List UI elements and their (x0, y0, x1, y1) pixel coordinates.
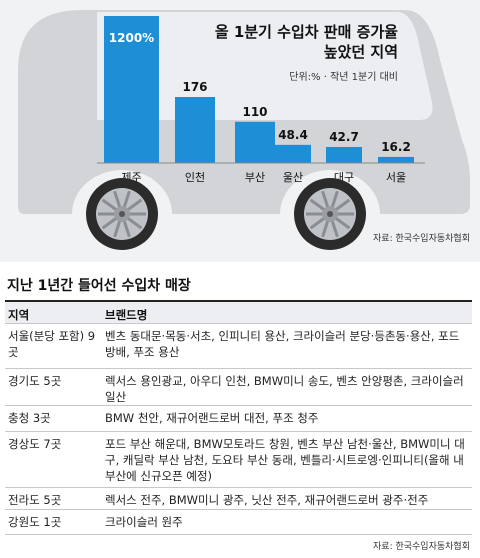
value-label: 16.2 (381, 140, 411, 154)
brands-cell: 포드 부산 해운대, BMW모토라드 창원, 벤츠 부산 남천·울산, BMW미… (105, 437, 465, 483)
header-brands: 브랜드명 (105, 308, 148, 322)
chart-title-line2: 높았던 지역 (323, 43, 398, 61)
brands-cell: 렉서스 전주, BMW미니 광주, 닛산 전주, 재규어랜드로버 광주·전주 (105, 493, 429, 507)
region-cell: 서울(분당 포함) 9곳 (8, 329, 96, 359)
category-label: 서울 (386, 171, 406, 184)
brands-cell: 렉서스 용인광교, 아우디 인천, BMW미니 송도, 벤츠 안양평촌, 크라이… (105, 374, 464, 404)
wheel-right (294, 178, 366, 250)
region-cell: 강원도 1곳 (8, 515, 62, 529)
chart-title: 올 1분기 수입차 판매 증가율 높았던 지역 (215, 22, 398, 62)
table-row: 강원도 1곳 크라이슬러 원주 (5, 509, 472, 535)
table-header-bg (5, 302, 472, 323)
brands-cell: 벤츠 동대문·목동·서초, 인피니티 용산, 크라이슬러 분당·등촌동·용산, … (105, 329, 460, 359)
wheel-left (86, 178, 158, 250)
region-cell: 경상도 7곳 (8, 437, 62, 451)
table-row: 경기도 5곳 렉서스 용인광교, 아우디 인천, BMW미니 송도, 벤츠 안양… (5, 368, 472, 406)
bar-울산 (275, 144, 311, 163)
table-row: 충청 3곳 BMW 천안, 재규어랜드로버 대전, 푸조 청주 (5, 405, 472, 432)
category-label: 부산 (245, 171, 265, 184)
value-label: 48.4 (278, 128, 308, 142)
table-row: 전라도 5곳 렉서스 전주, BMW미니 광주, 닛산 전주, 재규어랜드로버 … (5, 487, 472, 510)
chart-subtitle: 단위:% · 작년 1분기 대비 (289, 72, 398, 83)
brands-cell: 크라이슬러 원주 (105, 515, 183, 529)
table-row: 서울(분당 포함) 9곳 벤츠 동대문·목동·서초, 인피니티 용산, 크라이슬… (5, 323, 472, 369)
bar-인천 (175, 97, 215, 163)
region-cell: 충청 3곳 (8, 411, 51, 425)
value-label: 42.7 (329, 130, 359, 144)
bar-제주 (104, 16, 159, 163)
bar-부산 (235, 121, 275, 163)
bar-대구 (326, 146, 362, 163)
table-title: 지난 1년간 들어선 수입차 매장 (7, 278, 191, 294)
value-label: 110 (242, 105, 267, 119)
car-window (97, 12, 433, 120)
category-label: 울산 (283, 171, 303, 184)
table-top-rule (5, 300, 472, 302)
table-source: 자료: 한국수입자동차협회 (373, 542, 470, 552)
table-row: 경상도 7곳 포드 부산 해운대, BMW모토라드 창원, 벤츠 부산 남천·울… (5, 431, 472, 488)
value-label: 176 (182, 80, 207, 94)
chart-title-line1: 올 1분기 수입차 판매 증가율 (214, 23, 398, 41)
category-label: 인천 (185, 170, 205, 184)
region-cell: 전라도 5곳 (8, 493, 62, 507)
chart-panel: 1200% 제주 176 인천 110 부산 48.4 울산 42.7 대구 16.2 서울 올 1분… (0, 0, 480, 262)
header-region: 지역 (8, 308, 30, 322)
region-cell: 경기도 5곳 (8, 374, 62, 388)
brands-cell: BMW 천안, 재규어랜드로버 대전, 푸조 청주 (105, 411, 319, 425)
value-label: 1200% (109, 31, 154, 45)
chart-source: 자료: 한국수입자동차협회 (373, 234, 470, 244)
bar-서울 (378, 156, 414, 163)
